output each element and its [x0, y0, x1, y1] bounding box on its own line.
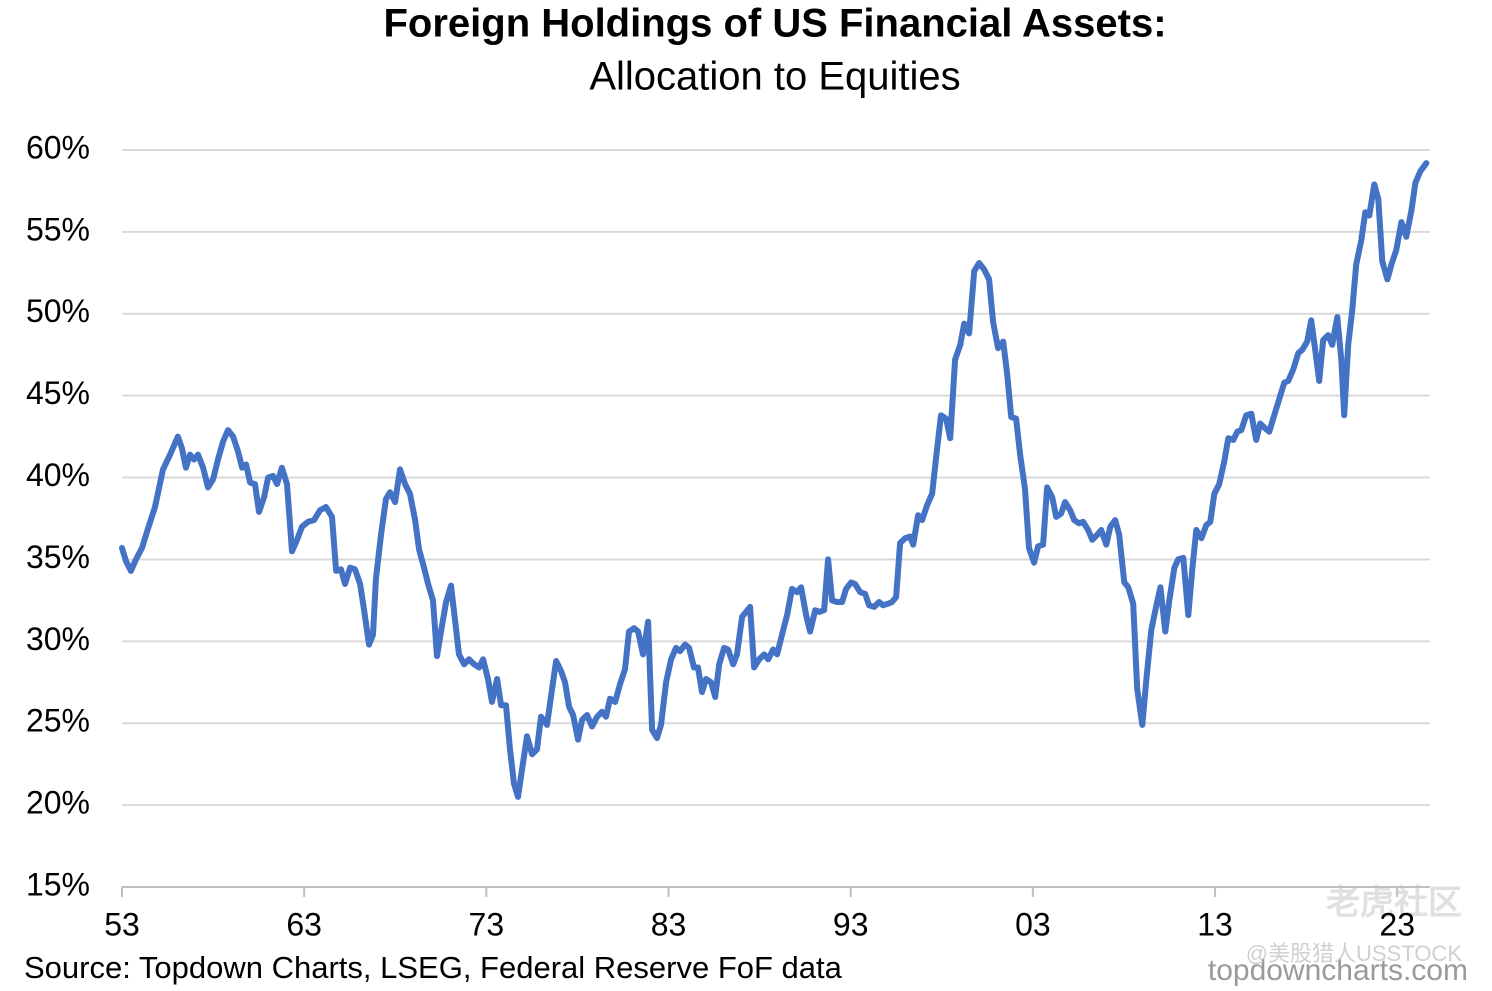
x-tick-label: 93: [833, 906, 869, 942]
watermark: 老虎社区: [1326, 884, 1462, 922]
y-tick-label: 30%: [26, 621, 90, 657]
x-tick-label: 13: [1197, 906, 1233, 942]
y-tick-label: 25%: [26, 703, 90, 739]
y-tick-label: 55%: [26, 211, 90, 247]
y-tick-label: 40%: [26, 457, 90, 493]
x-tick-label: 03: [1015, 906, 1051, 942]
x-tick-label: 63: [286, 906, 322, 942]
chart-subtitle: Allocation to Equities: [589, 55, 960, 99]
watermark: topdowncharts.com: [1208, 954, 1468, 987]
x-tick-label: 53: [104, 906, 140, 942]
y-tick-label: 50%: [26, 293, 90, 329]
y-tick-label: 15%: [26, 866, 90, 902]
x-tick-label: 73: [469, 906, 505, 942]
x-tick-label: 83: [651, 906, 687, 942]
y-tick-label: 45%: [26, 375, 90, 411]
source-note: Source: Topdown Charts, LSEG, Federal Re…: [24, 950, 843, 985]
data-line: [119, 160, 1430, 800]
y-tick-label: 20%: [26, 785, 90, 821]
y-tick-label: 60%: [26, 129, 90, 165]
watermark: @美股猎人USSTOCK: [1246, 941, 1463, 966]
chart-title: Foreign Holdings of US Financial Assets:: [383, 2, 1166, 46]
x-tick-label: 23: [1379, 906, 1415, 942]
y-tick-label: 35%: [26, 539, 90, 575]
